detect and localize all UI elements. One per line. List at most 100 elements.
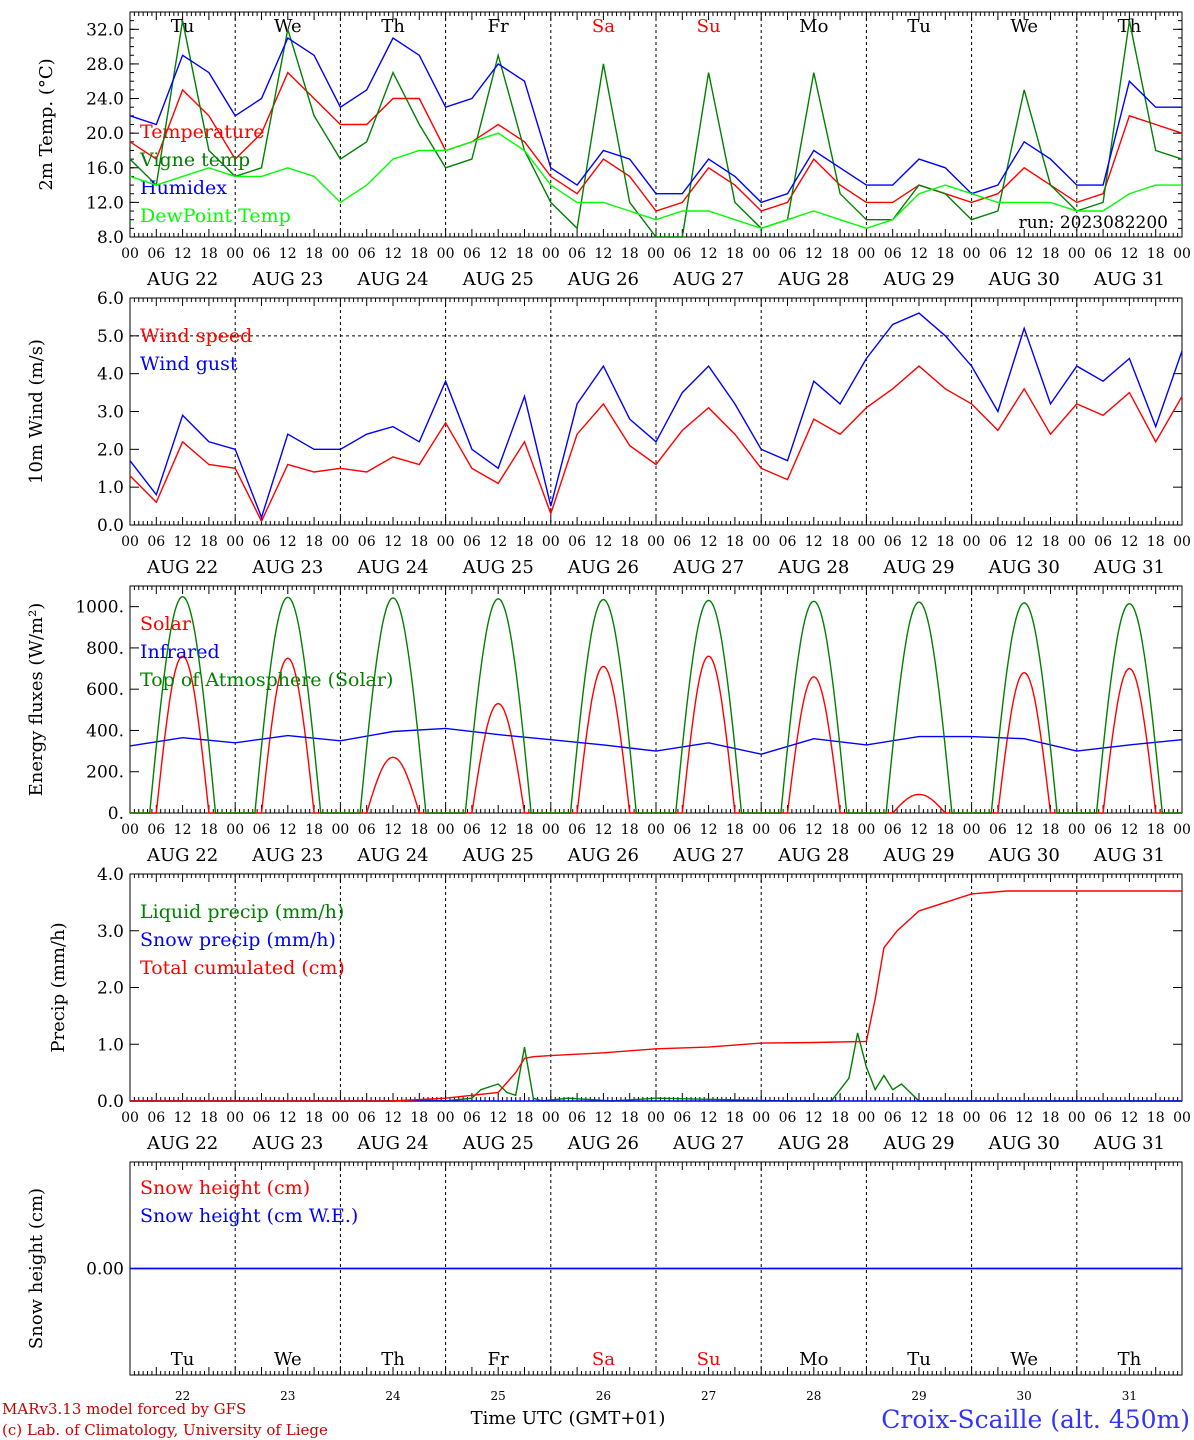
x-hour-label: 00 [647, 822, 665, 838]
x-hour-label: 18 [410, 822, 428, 838]
x-hour-label: 00 [437, 246, 455, 262]
y-axis-label: Snow height (cm) [26, 1188, 47, 1349]
weekday-label: Fr [488, 1349, 509, 1370]
weekday-label: Mo [799, 16, 828, 37]
y-tick-label: 1.0 [97, 1035, 124, 1055]
legend-entry: Wind gust [140, 353, 238, 375]
x-hour-label: 00 [963, 246, 981, 262]
x-hour-label: 18 [410, 246, 428, 262]
x-date-label: AUG 30 [988, 845, 1060, 866]
legend-entry: Humidex [140, 177, 227, 199]
weekday-label: Tu [171, 16, 195, 37]
x-hour-label: 06 [568, 1110, 586, 1126]
x-hour-label: 12 [1120, 246, 1138, 262]
x-hour-label: 12 [174, 246, 192, 262]
y-tick-label: 16.0 [86, 159, 124, 179]
x-hour-label: 18 [410, 534, 428, 550]
x-hour-label: 18 [936, 246, 954, 262]
legend-entry: Vigne temp [139, 149, 250, 171]
x-hour-label: 06 [673, 246, 691, 262]
x-hour-label: 00 [1068, 822, 1086, 838]
weekday-label: Th [1118, 16, 1142, 37]
series-line [129, 132, 1182, 230]
weekday-label: Su [697, 1349, 721, 1370]
x-hour-label: 18 [1147, 534, 1165, 550]
x-hour-label: 12 [384, 1110, 402, 1126]
x-hour-label: 00 [963, 822, 981, 838]
x-hour-label: 18 [200, 1110, 218, 1126]
x-hour-label: 18 [516, 246, 534, 262]
weekday-label: Fr [488, 16, 509, 37]
x-date-label: AUG 28 [777, 845, 849, 866]
legend-entry: Top of Atmosphere (Solar) [140, 669, 393, 691]
x-date-label: AUG 31 [1093, 1133, 1165, 1154]
series-line [129, 36, 1182, 204]
x-hour-label: 18 [1147, 246, 1165, 262]
x-hour-label: 12 [1120, 534, 1138, 550]
x-date-label: AUG 28 [777, 1133, 849, 1154]
x-hour-label: 00 [121, 534, 139, 550]
x-hour-label: 06 [1094, 246, 1112, 262]
x-date-label: AUG 27 [672, 557, 744, 578]
annotation-run: run: 2023082200 [1019, 213, 1168, 233]
x-hour-label: 00 [331, 1110, 349, 1126]
y-tick-label: 3.0 [97, 403, 124, 423]
x-hour-label: 18 [516, 822, 534, 838]
x-hour-label: 06 [358, 534, 376, 550]
x-hour-label: 06 [884, 246, 902, 262]
x-date-label: AUG 23 [251, 845, 323, 866]
x-hour-label: 06 [989, 1110, 1007, 1126]
x-date-label: AUG 26 [567, 1133, 639, 1154]
x-hour-label: 12 [174, 534, 192, 550]
x-hour-label: 12 [700, 1110, 718, 1126]
x-hour-label: 00 [647, 1110, 665, 1126]
x-hour-label: 00 [121, 822, 139, 838]
series-line [130, 890, 1182, 1102]
y-tick-label: 200. [86, 763, 124, 783]
x-hour-label: 00 [752, 822, 770, 838]
y-tick-label: 28.0 [86, 55, 124, 75]
x-hour-label: 06 [884, 534, 902, 550]
x-hour-label: 00 [1068, 1110, 1086, 1126]
y-tick-label: 24.0 [86, 90, 124, 110]
x-hour-label: 06 [568, 246, 586, 262]
x-date-label: AUG 30 [988, 1133, 1060, 1154]
x-hour-label: 00 [752, 1110, 770, 1126]
legend-entry: Temperature [140, 121, 264, 143]
x-hour-label: 06 [673, 1110, 691, 1126]
x-date-label: AUG 22 [146, 269, 218, 290]
legend-entry: Infrared [140, 641, 220, 663]
weekday-label: We [274, 16, 302, 37]
x-hour-label: 12 [279, 246, 297, 262]
x-hour-label: 18 [1042, 534, 1060, 550]
legend-entry: Snow height (cm W.E.) [140, 1205, 358, 1227]
credit-line-2: (c) Lab. of Climatology, University of L… [2, 1421, 328, 1439]
x-hour-label: 12 [174, 1110, 192, 1126]
weekday-label: Th [381, 16, 405, 37]
y-tick-label: 600. [86, 680, 124, 700]
x-date-label: AUG 30 [988, 557, 1060, 578]
y-tick-label: 800. [86, 639, 124, 659]
x-hour-label: 00 [857, 1110, 875, 1126]
y-axis-label: Energy fluxes (W/m²) [26, 603, 47, 797]
x-hour-label: 00 [647, 534, 665, 550]
x-date-label: AUG 31 [1093, 845, 1165, 866]
x-hour-label: 12 [384, 822, 402, 838]
y-axis-label: 10m Wind (m/s) [26, 339, 47, 484]
series-line [129, 312, 1183, 520]
x-date-label: AUG 25 [462, 845, 534, 866]
x-hour-label: 06 [358, 246, 376, 262]
day-number-label: 23 [280, 1389, 295, 1403]
x-hour-label: 12 [279, 822, 297, 838]
x-hour-label: 06 [989, 246, 1007, 262]
x-hour-label: 12 [910, 534, 928, 550]
precipitation-panel: 0.0 1.0 2.0 3.0 4.0 Precip (mm/h) 00 06 12 18 AUG … [48, 865, 1191, 1154]
day-number-label: 22 [175, 1389, 190, 1403]
x-hour-label: 18 [726, 1110, 744, 1126]
x-hour-label: 00 [963, 1110, 981, 1126]
legend-entry: Snow height (cm) [140, 1177, 310, 1199]
day-number-label: 24 [385, 1389, 401, 1403]
weekday-label: Th [1118, 1349, 1142, 1370]
x-axis-label: Time UTC (GMT+01) [471, 1408, 666, 1429]
x-hour-label: 18 [305, 822, 323, 838]
